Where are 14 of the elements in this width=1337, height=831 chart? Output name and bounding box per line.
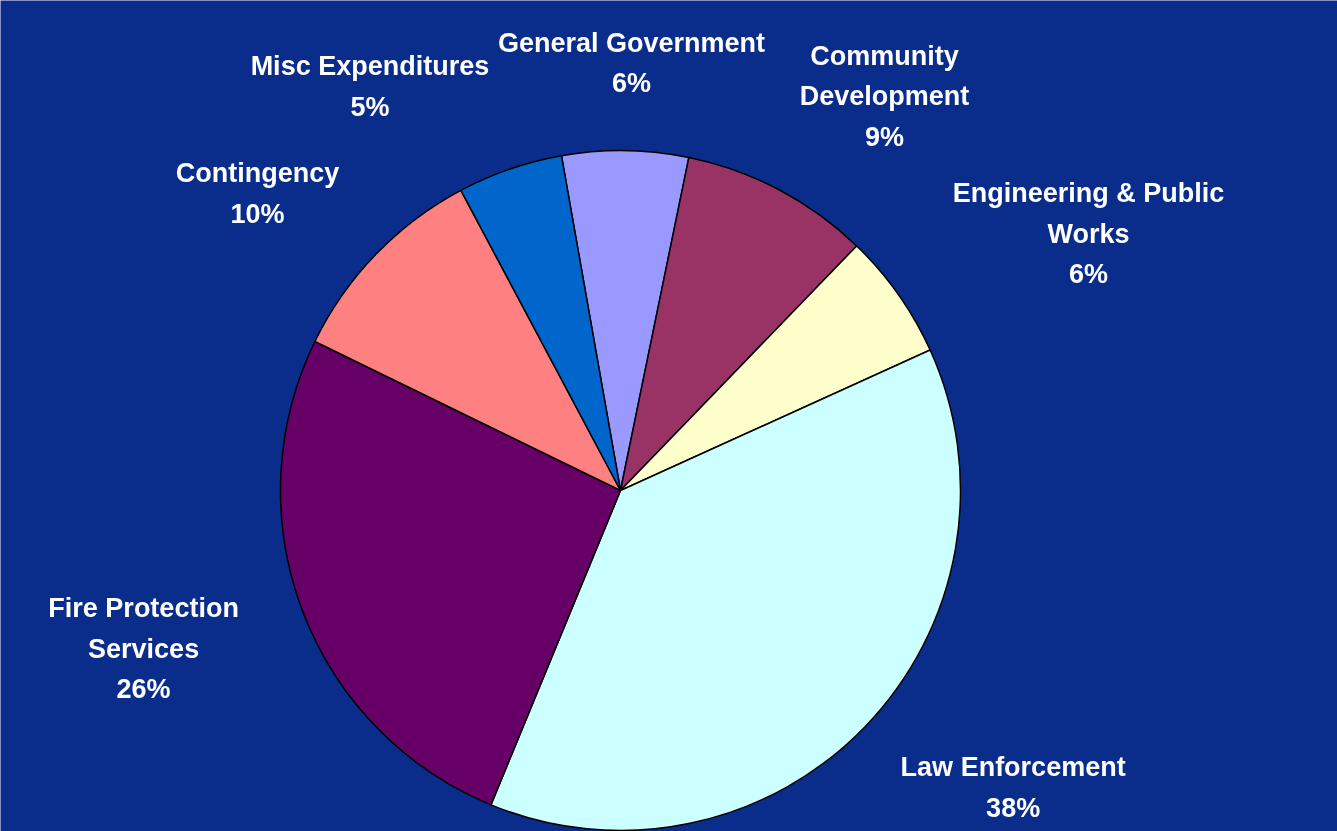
data-label: 5% [350,91,390,122]
data-label: 9% [865,121,905,152]
slice-label: Misc Expenditures [250,51,490,82]
slice-label: General Government [498,27,766,58]
slice-label: Engineering & Public Works [952,178,1225,249]
data-label: 38% [986,792,1041,823]
data-label: 10% [230,198,285,229]
slice-label: Fire Protection Services [48,593,239,664]
data-label: 6% [1068,259,1109,290]
data-label: 26% [116,674,171,705]
slice-label: Community Development [799,40,970,112]
data-label: 6% [612,68,652,99]
slice-label: Contingency [175,158,340,189]
slice-label: Law Enforcement [900,752,1126,783]
